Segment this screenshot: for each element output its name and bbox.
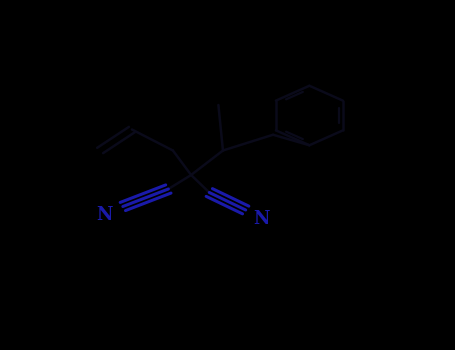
Text: N: N	[253, 210, 270, 228]
Text: N: N	[96, 206, 113, 224]
